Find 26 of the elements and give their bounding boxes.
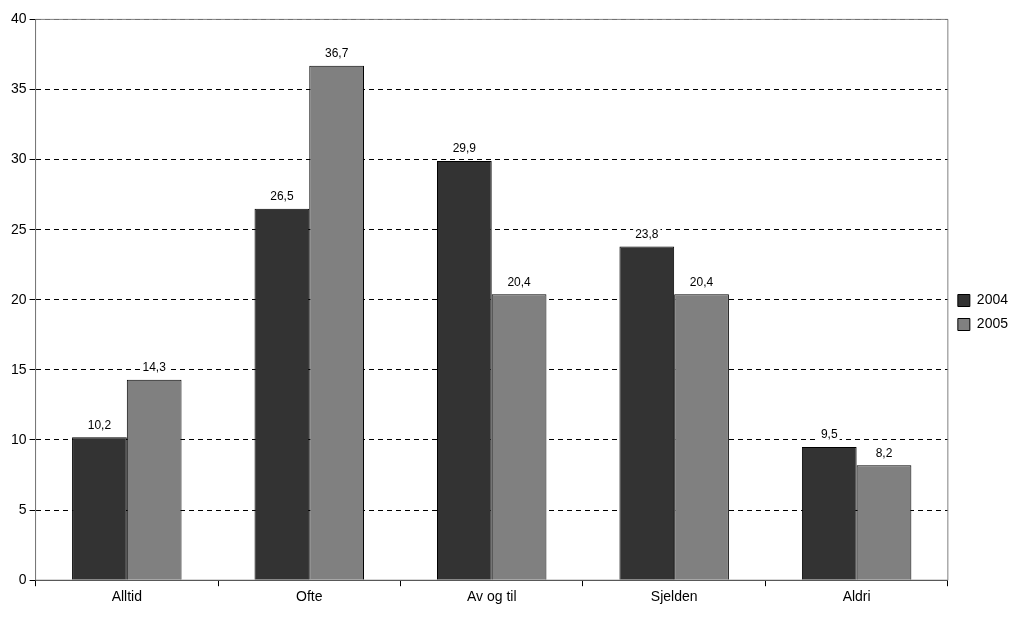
- data-label: 10,2: [87, 417, 112, 432]
- y-tick-label: 5: [18, 500, 27, 517]
- y-tick-label: 25: [10, 220, 27, 237]
- data-label: 23,8: [635, 226, 659, 241]
- data-label: 9,5: [820, 427, 838, 442]
- y-tick-label: 0: [18, 571, 27, 588]
- x-tick-label: Alltid: [111, 588, 142, 605]
- x-tick-label: Aldri: [842, 588, 871, 605]
- data-label: 14,3: [142, 360, 167, 375]
- data-label: 29,9: [452, 141, 477, 156]
- y-tick-label: 30: [10, 150, 27, 167]
- data-label: 20,4: [689, 274, 714, 289]
- y-tick-label: 20: [10, 290, 27, 307]
- y-tick-label: 35: [10, 80, 27, 97]
- data-label: 8,2: [875, 445, 893, 460]
- x-tick-label: Sjelden: [650, 588, 698, 605]
- y-tick-label: 40: [10, 10, 27, 27]
- x-tick-label: Av og til: [466, 588, 517, 605]
- y-tick-label: 15: [10, 360, 27, 377]
- y-tick-label: 10: [10, 430, 27, 447]
- data-label: 20,4: [507, 274, 532, 289]
- legend-label: 2005: [976, 315, 1009, 332]
- data-label: 36,7: [324, 45, 349, 60]
- legend-label: 2004: [976, 291, 1009, 308]
- data-label: 26,5: [270, 188, 294, 203]
- x-tick-label: Ofte: [296, 588, 323, 605]
